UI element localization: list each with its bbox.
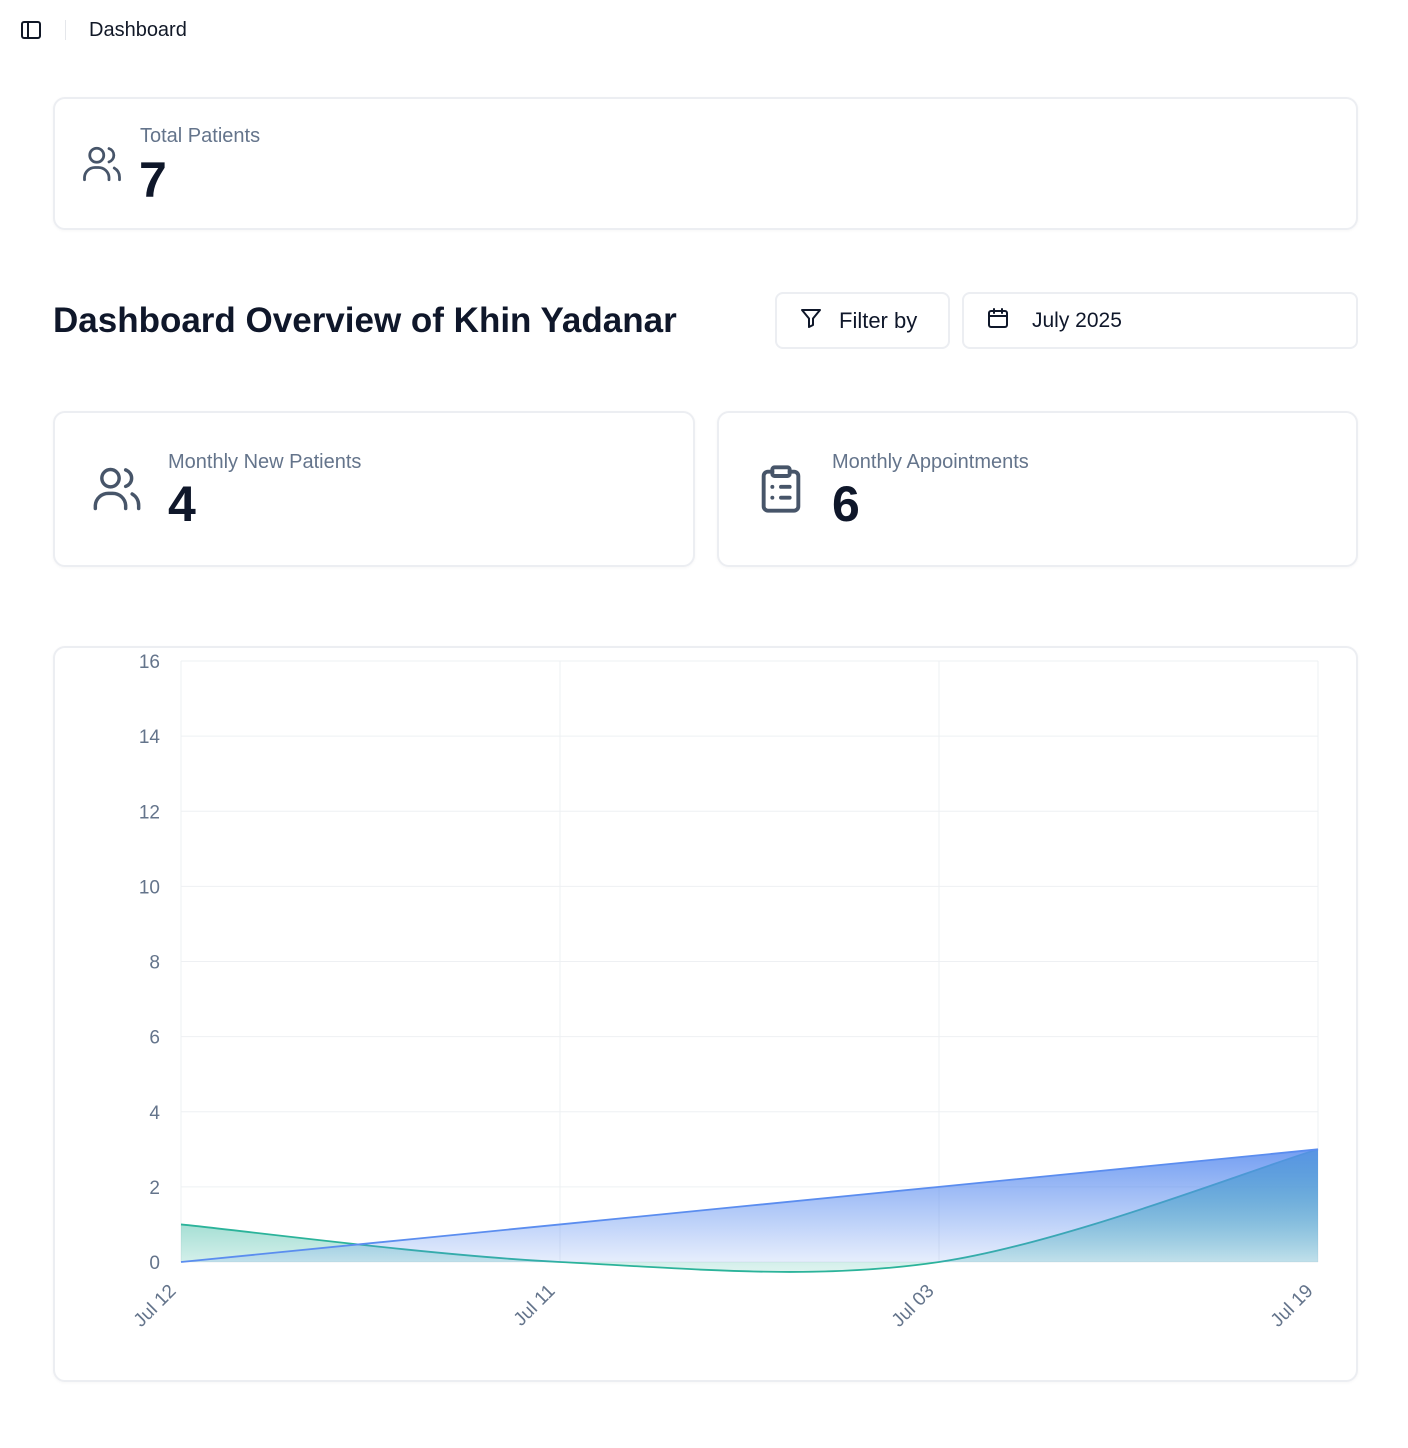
breadcrumb[interactable]: Dashboard [89, 19, 187, 41]
y-tick-label: 8 [149, 953, 160, 974]
total-patients-value: 7 [139, 152, 167, 208]
x-tick-label: Jul 11 [510, 1281, 560, 1331]
x-tick-label: Jul 03 [888, 1281, 939, 1332]
total-patients-label: Total Patients [140, 125, 261, 147]
series-line [180, 1148, 1319, 1263]
y-tick-label: 4 [149, 1103, 160, 1124]
monthly-new-patients-label: Monthly New Patients [168, 451, 362, 473]
area-chart: 0 2 4 6 8 10 12 14 16 Jul 12 Jul 11 Jul 03 Jul 19 [130, 652, 1319, 1332]
monthly-new-patients-card: Monthly New Patients 4 [53, 411, 695, 567]
date-picker-button[interactable]: July 2025 [962, 292, 1358, 349]
clipboard-list-icon [755, 461, 807, 522]
y-tick-label: 12 [139, 802, 160, 823]
monthly-appointments-label: Monthly Appointments [832, 451, 1029, 473]
users-icon [89, 463, 145, 520]
users-icon [79, 143, 125, 190]
y-tick-label: 14 [139, 727, 161, 748]
y-tick-label: 0 [149, 1253, 160, 1274]
filter-icon [799, 306, 823, 335]
total-patients-card: Total Patients 7 [53, 97, 1358, 230]
chart-card: 0 2 4 6 8 10 12 14 16 Jul 12 Jul 11 Jul 03 Jul 19 [53, 646, 1358, 1382]
x-tick-label: Jul 12 [130, 1281, 181, 1332]
filter-button[interactable]: Filter by [775, 292, 950, 349]
y-tick-label: 6 [149, 1028, 160, 1049]
calendar-icon [986, 306, 1010, 335]
y-tick-label: 16 [139, 652, 160, 673]
monthly-appointments-value: 6 [832, 476, 860, 532]
topbar-divider [65, 20, 66, 40]
y-tick-label: 2 [149, 1178, 160, 1199]
top-bar: Dashboard [0, 0, 1408, 60]
x-tick-label: Jul 19 [1267, 1281, 1318, 1332]
page-title: Dashboard Overview of Khin Yadanar [53, 301, 677, 340]
date-picker-value: July 2025 [1032, 308, 1122, 332]
monthly-appointments-card: Monthly Appointments 6 [717, 411, 1358, 567]
filter-button-label: Filter by [839, 307, 918, 333]
monthly-new-patients-value: 4 [168, 476, 196, 532]
y-tick-label: 10 [139, 877, 160, 898]
sidebar-panel-icon[interactable] [18, 18, 44, 42]
